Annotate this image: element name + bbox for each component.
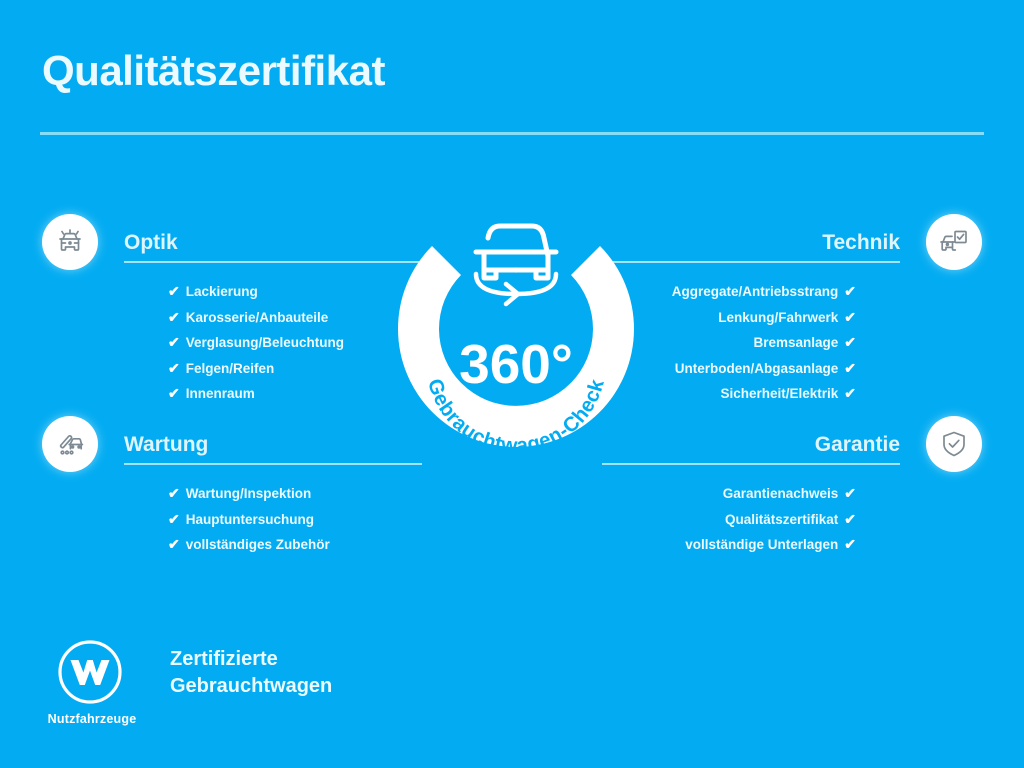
list-item: Aggregate/Antriebsstrang ✔ [602,284,856,299]
check-icon: ✔ [168,536,180,552]
vw-logo-subtitle: Nutzfahrzeuge [47,712,137,726]
list-item: ✔ Wartung/Inspektion [168,486,330,501]
footer-tagline-line1: Zertifizierte [170,648,278,670]
section-header-optik: Optik [124,230,422,264]
section-title: Technik [822,231,900,254]
ring-shape [398,246,634,447]
vw-logo [56,638,124,706]
section-title: Wartung [124,433,209,456]
check-icon: ✔ [844,385,856,401]
list-item: ✔ Verglasung/Beleuchtung [168,335,344,350]
list-item-label: Karosserie/Anbauteile [185,309,329,325]
check-icon: ✔ [168,308,180,325]
check-icon: ✔ [168,385,180,401]
check-icon: ✔ [844,485,856,501]
check-icon: ✔ [844,536,856,552]
badge-center-text: 360° [459,333,573,395]
list-item: ✔ Innenraum [168,386,344,401]
check-icon: ✔ [168,359,180,376]
list-item-label: Unterboden/Abgasanlage [674,360,839,376]
page-title: Qualitätszertifikat [42,47,385,94]
check-icon: ✔ [168,510,180,527]
footer: Nutzfahrzeuge Zertifizierte Gebrauchtwag… [42,636,542,736]
list-item-label: Sicherheit/Elektrik [720,386,839,401]
checklist-optik: ✔ Lackierung ✔ Karosserie/Anbauteile ✔ Verg… [168,284,344,412]
check-icon: ✔ [168,334,180,350]
wrench-car-icon [42,416,98,472]
list-item-label: Lackierung [185,284,258,299]
list-item: ✔ Karosserie/Anbauteile [168,310,344,325]
list-item: Lenkung/Fahrwerk ✔ [602,310,856,325]
check-icon: ✔ [168,283,180,299]
section-title: Garantie [814,433,900,456]
list-item-label: Innenraum [185,386,255,401]
section-header-technik: Technik [602,230,900,264]
list-item: ✔ vollständiges Zubehör [168,537,330,552]
car-rotate-360-icon [473,223,559,307]
list-item-label: Aggregate/Antriebsstrang [671,284,839,299]
list-item-label: Verglasung/Beleuchtung [185,335,345,350]
list-item-label: Bremsanlage [753,335,839,350]
list-item-label: vollständige Unterlagen [685,537,839,552]
list-item: ✔ Felgen/Reifen [168,361,344,376]
car-checklist-icon [926,214,982,270]
list-item: Qualitätszertifikat ✔ [602,512,856,527]
check-icon: ✔ [844,334,856,350]
list-item: Garantienachweis ✔ [602,486,856,501]
car-shine-icon [42,214,98,270]
list-item: ✔ Hauptuntersuchung [168,512,330,527]
check-icon: ✔ [844,359,856,376]
list-item-label: Felgen/Reifen [185,360,275,376]
list-item-label: Qualitätszertifikat [724,511,839,527]
title-divider [40,132,984,135]
section-divider [602,463,900,466]
list-item-label: Wartung/Inspektion [185,486,312,501]
list-item: Unterboden/Abgasanlage ✔ [602,361,856,376]
section-divider [602,261,900,264]
section-divider [124,261,422,264]
footer-tagline-line2: Gebrauchtwagen [170,675,333,697]
badge-360-gebrauchtwagen-check: 360° Gebrauchtwagen-Check [372,186,660,496]
list-item: Sicherheit/Elektrik ✔ [602,386,856,401]
checklist-technik: Aggregate/Antriebsstrang ✔ Lenkung/Fahrwe… [602,284,856,412]
section-header-garantie: Garantie [602,432,900,466]
section-header-wartung: Wartung [124,432,422,466]
list-item-label: vollständiges Zubehör [185,537,330,552]
shield-check-icon [926,416,982,472]
list-item: vollständige Unterlagen ✔ [602,537,856,552]
list-item: Bremsanlage ✔ [602,335,856,350]
check-icon: ✔ [844,308,856,325]
list-item-label: Hauptuntersuchung [185,511,314,527]
checklist-garantie: Garantienachweis ✔ Qualitätszertifikat ✔ v… [602,486,856,563]
list-item: ✔ Lackierung [168,284,344,299]
footer-tagline: Zertifizierte Gebrauchtwagen [170,646,332,700]
section-divider [124,463,422,466]
checklist-wartung: ✔ Wartung/Inspektion ✔ Hauptuntersuchung ✔… [168,486,330,563]
section-title: Optik [124,231,178,254]
list-item-label: Garantienachweis [722,486,839,501]
list-item-label: Lenkung/Fahrwerk [718,309,839,325]
check-icon: ✔ [168,485,180,501]
check-icon: ✔ [844,510,856,527]
check-icon: ✔ [844,283,856,299]
